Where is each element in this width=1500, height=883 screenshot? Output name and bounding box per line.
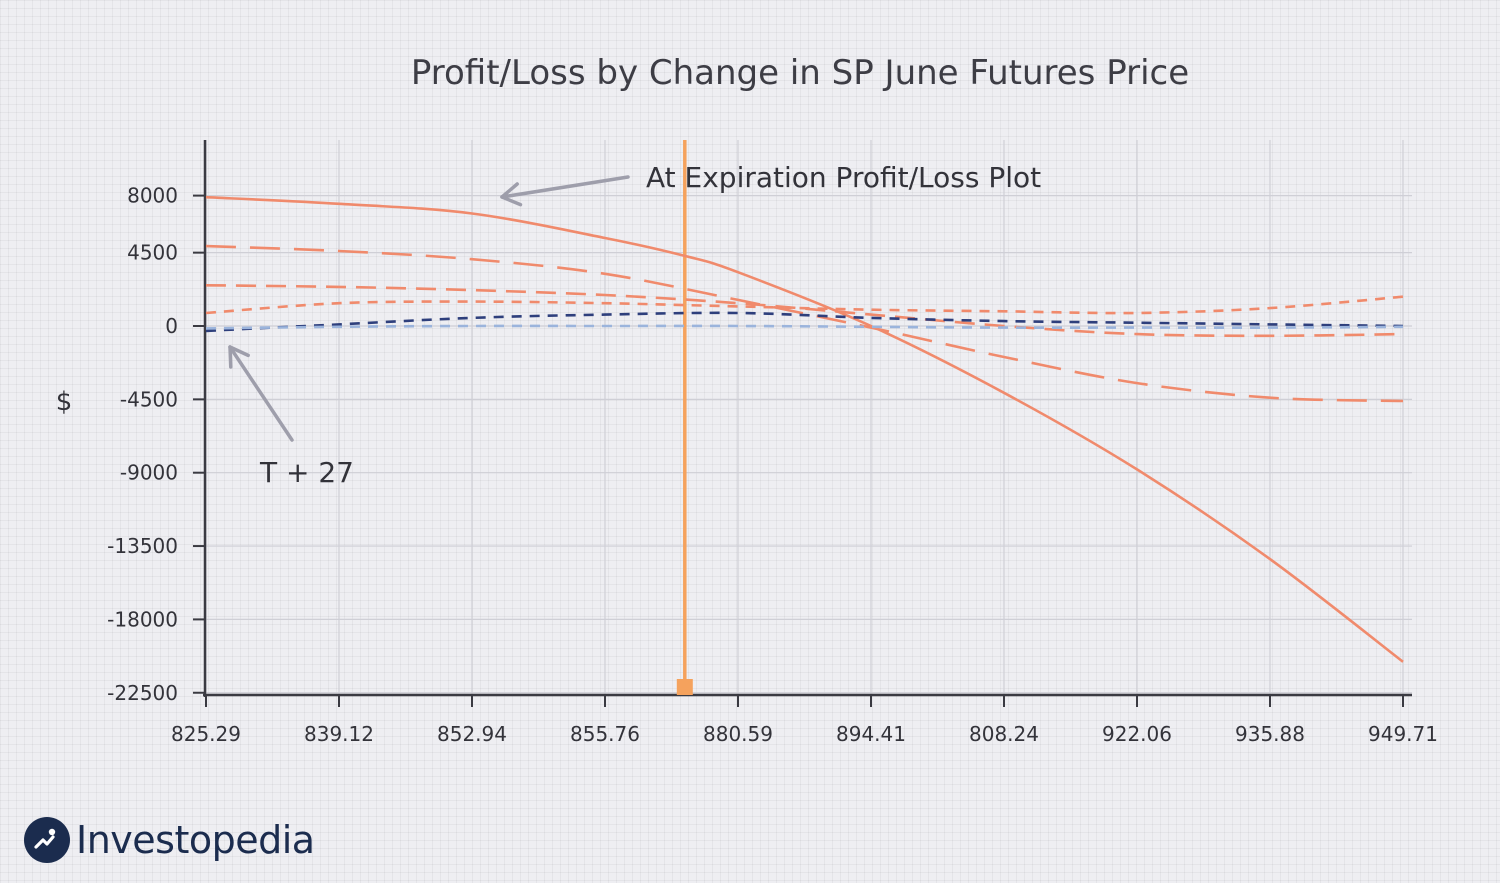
vertical-marker [676, 140, 693, 695]
series-lines [205, 195, 1404, 663]
y-tick-label: -13500 [107, 534, 178, 558]
chart-title: Profit/Loss by Change in SP June Futures… [411, 53, 1189, 93]
axes [193, 140, 1412, 707]
y-tick-label: 0 [165, 314, 178, 338]
x-tick-label: 949.71 [1368, 722, 1438, 746]
y-tick-label: -22500 [107, 681, 178, 705]
series-line-0 [205, 195, 1404, 663]
grid-lines [205, 140, 1412, 695]
series-line-1 [205, 244, 1404, 403]
x-tick-label: 808.24 [969, 722, 1039, 746]
x-tick-label: 855.76 [570, 722, 640, 746]
arrow-shaft [500, 175, 630, 199]
series-line-3 [205, 295, 1404, 315]
x-tick-label: 839.12 [304, 722, 374, 746]
x-tick-label: 852.94 [437, 722, 507, 746]
y-tick-label: -9000 [120, 461, 178, 485]
tick-labels: 8000 4500 0 -4500 -9000 -13500 -18000 -22500 825… [107, 184, 1438, 746]
brand-name: Investopedia [76, 818, 315, 862]
arrow-head [228, 345, 250, 369]
y-tick-label: -4500 [120, 387, 178, 411]
series-line-4 [205, 311, 1404, 333]
t27-annotation-arrow [228, 345, 294, 442]
x-tick-label: 825.29 [171, 722, 241, 746]
y-tick-label: 8000 [127, 184, 178, 208]
y-tick-label: 4500 [127, 241, 178, 265]
investopedia-logo-icon [24, 817, 70, 863]
y-tick-label: -18000 [107, 607, 178, 631]
investopedia-logo: Investopedia [24, 814, 315, 866]
annotations: At Expiration Profit/Loss Plot T + 27 [228, 161, 1041, 489]
arrow-shaft [228, 345, 294, 442]
expiration-annotation-arrow [500, 175, 630, 207]
x-tick-label: 935.88 [1235, 722, 1305, 746]
t27-annotation-label: T + 27 [259, 456, 354, 489]
marker-square [676, 679, 693, 695]
x-tick-label: 880.59 [703, 722, 773, 746]
x-tick-label: 922.06 [1102, 722, 1172, 746]
x-tick-label: 894.41 [836, 722, 906, 746]
expiration-annotation-label: At Expiration Profit/Loss Plot [646, 161, 1041, 194]
arrow-head [500, 182, 523, 207]
y-axis-label: $ [56, 387, 73, 417]
series-line-5 [205, 324, 1404, 330]
series-line-2 [205, 284, 1404, 338]
